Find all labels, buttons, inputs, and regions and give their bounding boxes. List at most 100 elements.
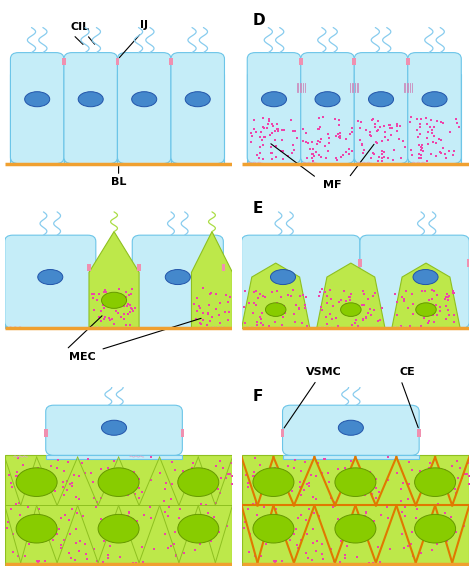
- Point: [173, 550, 180, 559]
- Point: [376, 315, 384, 324]
- Ellipse shape: [253, 514, 294, 543]
- Point: [406, 118, 414, 127]
- Point: [39, 512, 47, 521]
- Point: [393, 468, 401, 478]
- Point: [342, 134, 349, 144]
- Point: [106, 315, 114, 324]
- Bar: [360, 278, 469, 328]
- Point: [318, 134, 325, 144]
- Point: [363, 313, 370, 323]
- Point: [315, 125, 323, 134]
- Point: [323, 298, 331, 307]
- Point: [274, 126, 282, 136]
- Point: [424, 515, 431, 524]
- Point: [200, 517, 208, 526]
- Point: [421, 287, 429, 296]
- Point: [251, 454, 258, 463]
- Point: [256, 482, 264, 491]
- Bar: [116, 58, 119, 65]
- Point: [436, 303, 444, 312]
- Point: [256, 133, 264, 142]
- Point: [161, 496, 168, 506]
- Point: [339, 478, 346, 487]
- Point: [265, 116, 273, 125]
- Point: [317, 122, 324, 132]
- Point: [394, 120, 401, 129]
- Point: [296, 304, 303, 313]
- Point: [193, 306, 201, 315]
- Point: [191, 536, 199, 545]
- Bar: [5, 271, 96, 328]
- Point: [453, 115, 460, 124]
- Point: [252, 287, 260, 296]
- Point: [206, 289, 214, 298]
- Ellipse shape: [415, 468, 456, 496]
- Point: [249, 471, 256, 480]
- Point: [110, 457, 118, 466]
- Point: [365, 559, 373, 568]
- Point: [305, 478, 312, 487]
- Point: [89, 289, 96, 298]
- Point: [353, 553, 361, 562]
- Point: [195, 302, 203, 311]
- Point: [332, 313, 340, 323]
- Point: [334, 494, 341, 503]
- Point: [341, 550, 349, 559]
- Point: [36, 505, 43, 514]
- FancyBboxPatch shape: [354, 53, 408, 164]
- Point: [101, 313, 109, 322]
- Point: [374, 116, 382, 125]
- Point: [444, 305, 452, 315]
- Point: [368, 115, 375, 124]
- Point: [441, 295, 449, 304]
- Point: [346, 292, 353, 301]
- Point: [168, 494, 175, 503]
- Point: [253, 510, 261, 519]
- Point: [449, 289, 456, 298]
- Point: [362, 507, 370, 517]
- Point: [33, 478, 40, 487]
- Point: [408, 539, 415, 548]
- Point: [337, 129, 344, 138]
- Point: [305, 482, 313, 491]
- Point: [330, 497, 337, 506]
- Ellipse shape: [415, 514, 456, 543]
- Point: [324, 146, 332, 156]
- Point: [398, 292, 406, 301]
- Point: [37, 485, 45, 494]
- Point: [260, 133, 268, 142]
- Point: [453, 488, 460, 497]
- Point: [271, 136, 279, 145]
- Point: [94, 557, 101, 566]
- Point: [208, 288, 215, 297]
- Point: [296, 483, 304, 492]
- Point: [420, 313, 428, 322]
- Point: [7, 478, 15, 487]
- Point: [102, 288, 110, 297]
- Point: [97, 307, 105, 316]
- Point: [217, 456, 224, 466]
- Polygon shape: [89, 232, 139, 328]
- Point: [316, 137, 324, 146]
- Point: [447, 476, 454, 486]
- Point: [101, 286, 109, 295]
- Point: [436, 307, 444, 316]
- Point: [315, 114, 322, 123]
- Point: [121, 480, 128, 489]
- Point: [313, 140, 321, 149]
- Point: [249, 309, 257, 318]
- Point: [286, 478, 293, 487]
- Point: [310, 509, 318, 518]
- Point: [356, 135, 364, 144]
- FancyBboxPatch shape: [408, 53, 461, 164]
- Point: [291, 455, 299, 464]
- Point: [447, 513, 455, 522]
- Point: [428, 536, 436, 545]
- FancyBboxPatch shape: [360, 235, 469, 328]
- Point: [123, 521, 131, 530]
- Point: [373, 138, 381, 148]
- Point: [342, 297, 350, 306]
- Point: [361, 491, 369, 500]
- Point: [451, 484, 459, 493]
- Point: [16, 498, 23, 507]
